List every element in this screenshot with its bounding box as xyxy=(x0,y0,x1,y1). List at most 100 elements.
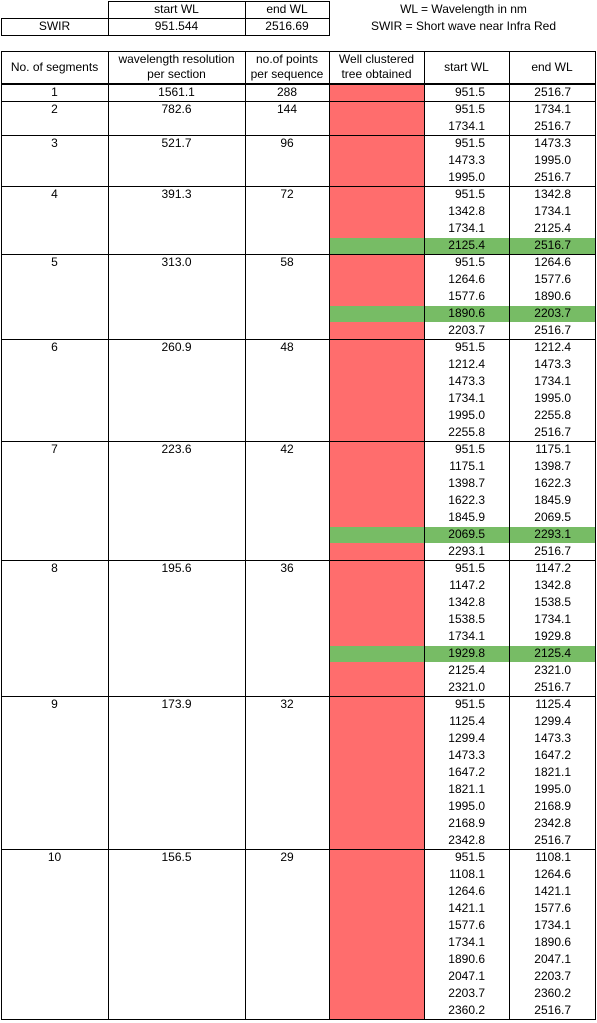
resolution-value: 1561.1 xyxy=(158,85,195,99)
start-wl-cell: 1890.6 xyxy=(448,952,485,966)
end-wl-cell: 1473.3 xyxy=(534,357,571,371)
segment-count: 4 xyxy=(51,187,58,201)
end-wl-cell: 2342.8 xyxy=(534,816,571,830)
header-points-line1: no.of points xyxy=(255,52,319,66)
cluster-row-green xyxy=(330,238,595,254)
start-wl-cell: 1734.1 xyxy=(448,391,485,405)
grid-vline xyxy=(245,51,246,1020)
end-wl-cell: 1995.0 xyxy=(534,782,571,796)
grid-hline xyxy=(1,696,596,697)
start-wl-cell: 1473.3 xyxy=(448,748,485,762)
end-wl-cell: 2360.2 xyxy=(534,986,571,1000)
end-wl-cell: 2203.7 xyxy=(534,306,571,320)
grid-vline xyxy=(108,51,109,1020)
start-wl-cell: 1473.3 xyxy=(448,374,485,388)
end-wl-cell: 1421.1 xyxy=(534,884,571,898)
end-wl-cell: 1890.6 xyxy=(534,289,571,303)
header-points-line2: per sequence xyxy=(250,67,324,81)
start-wl-cell: 1299.4 xyxy=(448,731,485,745)
end-wl-cell: 1264.6 xyxy=(534,867,571,881)
end-wl-cell: 1734.1 xyxy=(534,918,571,932)
end-wl-cell: 1890.6 xyxy=(534,935,571,949)
grid-hline xyxy=(1,101,596,102)
header-cluster-line2: tree obtained xyxy=(341,67,412,81)
end-wl-cell: 1821.1 xyxy=(534,765,571,779)
end-wl-cell: 2516.7 xyxy=(534,323,571,337)
points-value: 48 xyxy=(280,340,294,354)
resolution-value: 521.7 xyxy=(161,136,192,150)
points-value: 58 xyxy=(280,255,294,269)
grid-hline xyxy=(1,441,596,442)
end-wl-cell: 1108.1 xyxy=(535,850,571,864)
end-wl-cell: 1995.0 xyxy=(534,153,571,167)
start-wl-cell: 951.5 xyxy=(454,136,485,150)
start-wl-cell: 1929.8 xyxy=(448,646,485,660)
end-wl-cell: 1538.5 xyxy=(534,595,571,609)
grid-hline xyxy=(1,83,596,84)
start-wl-cell: 951.5 xyxy=(454,255,485,269)
end-wl-cell: 1299.4 xyxy=(534,714,571,728)
end-wl-cell: 2516.7 xyxy=(534,1003,571,1017)
start-wl-cell: 1175.1 xyxy=(449,459,485,473)
resolution-value: 782.6 xyxy=(161,102,192,116)
header-resolution-line2: per section xyxy=(147,67,206,81)
start-wl-cell: 951.5 xyxy=(454,187,485,201)
end-wl-cell: 2516.7 xyxy=(534,680,571,694)
end-wl-cell: 2516.7 xyxy=(534,238,571,252)
start-wl-cell: 2168.9 xyxy=(448,816,485,830)
segment-count: 3 xyxy=(51,136,58,150)
end-wl-cell: 1577.6 xyxy=(534,272,571,286)
cluster-row-green xyxy=(330,527,595,543)
points-value: 36 xyxy=(280,561,294,575)
segment-count: 5 xyxy=(51,255,58,269)
start-wl-cell: 2125.4 xyxy=(448,663,485,677)
start-wl-cell: 1264.6 xyxy=(448,272,485,286)
start-wl-cell: 1647.2 xyxy=(448,765,485,779)
points-value: 32 xyxy=(280,697,294,711)
header-cluster: Well clustered tree obtained xyxy=(329,53,424,83)
start-wl-cell: 1538.5 xyxy=(448,612,485,626)
start-wl-cell: 1734.1 xyxy=(448,119,485,133)
resolution-value: 313.0 xyxy=(161,255,192,269)
start-wl-cell: 951.5 xyxy=(454,850,485,864)
end-wl-cell: 1473.3 xyxy=(534,731,571,745)
end-wl-cell: 1264.6 xyxy=(534,255,571,269)
note-swir: SWIR = Short wave near Infra Red xyxy=(370,19,557,33)
end-wl-cell: 2293.1 xyxy=(534,527,571,541)
resolution-value: 223.6 xyxy=(161,442,192,456)
start-wl-cell: 1995.0 xyxy=(448,408,485,422)
start-wl-cell: 1995.0 xyxy=(448,170,485,184)
start-wl-cell: 1622.3 xyxy=(448,493,485,507)
end-wl-cell: 1622.3 xyxy=(534,476,571,490)
start-wl-cell: 1473.3 xyxy=(448,153,485,167)
grid-hline xyxy=(1,560,596,561)
start-wl-cell: 1421.1 xyxy=(448,901,485,915)
segment-count: 9 xyxy=(51,697,58,711)
start-wl-cell: 2293.1 xyxy=(448,544,485,558)
end-wl-cell: 1734.1 xyxy=(534,612,571,626)
end-wl-cell: 2516.7 xyxy=(534,85,571,99)
start-wl-cell: 1734.1 xyxy=(448,629,485,643)
cluster-cell-red xyxy=(330,255,424,339)
start-wl-cell: 951.5 xyxy=(454,697,485,711)
end-wl-cell: 1473.3 xyxy=(534,136,571,150)
points-value: 29 xyxy=(280,850,294,864)
points-value: 72 xyxy=(280,187,294,201)
start-wl-cell: 2047.1 xyxy=(448,969,485,983)
header-resolution-line1: wavelength resolution xyxy=(118,52,235,66)
start-wl-cell: 2069.5 xyxy=(448,527,485,541)
start-wl-cell: 951.5 xyxy=(454,340,485,354)
cluster-cell-red xyxy=(330,85,424,101)
note-wavelength: WL = Wavelength in nm xyxy=(400,2,527,16)
cluster-cell-red xyxy=(330,697,424,849)
resolution-value: 391.3 xyxy=(161,187,192,201)
start-wl-cell: 951.5 xyxy=(454,442,485,456)
grid-vline xyxy=(424,51,425,1020)
header-end: end WL xyxy=(531,60,573,74)
end-wl-cell: 1647.2 xyxy=(534,748,571,762)
cluster-cell-red xyxy=(330,340,424,441)
end-wl-cell: 1342.8 xyxy=(534,578,571,592)
cluster-cell-red xyxy=(330,102,424,135)
end-wl-cell: 2125.4 xyxy=(534,646,571,660)
grid-hline xyxy=(1,339,596,340)
